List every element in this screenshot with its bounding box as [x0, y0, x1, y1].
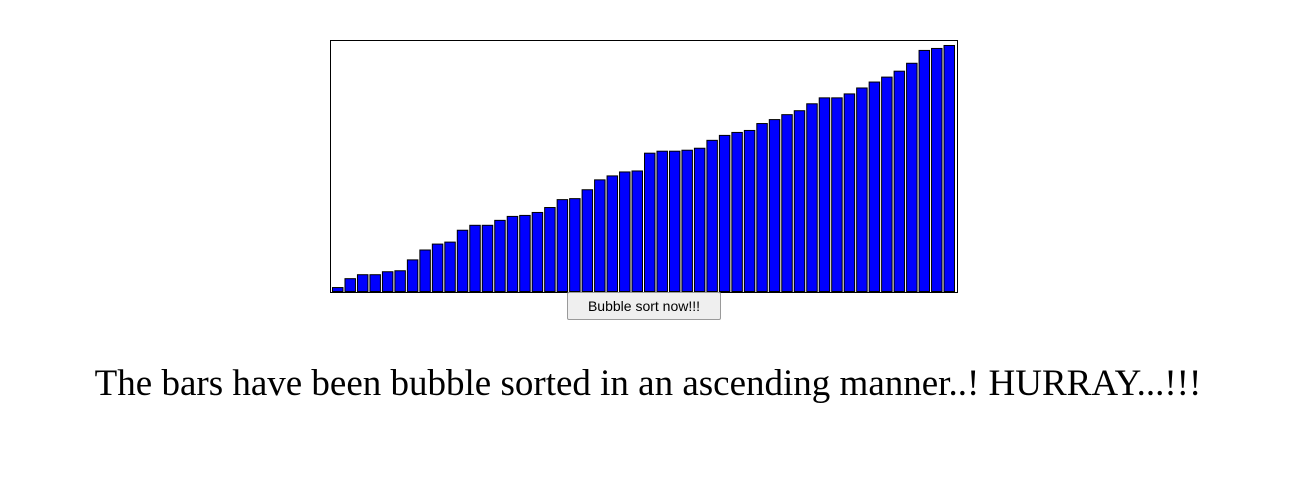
bar-18 — [544, 207, 556, 292]
bar-43 — [856, 87, 868, 292]
bar-46 — [893, 70, 906, 292]
bar-47 — [906, 62, 918, 292]
bar-29 — [681, 149, 693, 292]
bar-30 — [693, 147, 706, 292]
bar-36 — [768, 119, 781, 292]
bar-41 — [831, 97, 843, 292]
bar-45 — [881, 76, 893, 292]
bar-5 — [381, 271, 394, 292]
bar-9 — [431, 243, 444, 292]
bar-35 — [756, 123, 768, 292]
bar-38 — [793, 110, 806, 292]
bar-15 — [506, 215, 519, 292]
bar-28 — [668, 150, 681, 292]
bar-37 — [781, 114, 793, 292]
bar-48 — [918, 49, 931, 292]
bar-23 — [606, 175, 619, 292]
bar-21 — [581, 189, 594, 292]
bubble-sort-button[interactable]: Bubble sort now!!! — [567, 292, 721, 320]
bar-32 — [718, 134, 731, 292]
bar-22 — [594, 179, 606, 292]
bar-34 — [743, 129, 756, 292]
bars-svg — [332, 44, 956, 292]
bar-50 — [943, 44, 956, 292]
bar-8 — [419, 249, 431, 292]
sorted-message: The bars have been bubble sorted in an a… — [94, 363, 1202, 404]
bar-49 — [931, 47, 943, 292]
bar-25 — [631, 170, 643, 292]
bar-1 — [332, 287, 344, 292]
bar-7 — [406, 259, 419, 292]
bar-19 — [556, 199, 569, 292]
bar-33 — [731, 131, 743, 292]
bar-39 — [806, 103, 818, 292]
bar-4 — [369, 274, 381, 292]
bar-42 — [843, 93, 856, 292]
bar-44 — [868, 81, 881, 292]
bar-14 — [494, 219, 506, 292]
bar-31 — [706, 139, 718, 292]
bar-11 — [456, 229, 469, 292]
bar-6 — [394, 270, 406, 292]
bar-3 — [356, 274, 369, 292]
bar-12 — [469, 224, 481, 292]
bar-20 — [569, 198, 581, 292]
bar-16 — [519, 214, 531, 292]
bar-2 — [344, 278, 356, 292]
bar-26 — [644, 152, 656, 292]
bar-10 — [444, 241, 456, 292]
bar-24 — [619, 171, 631, 292]
bar-17 — [531, 211, 544, 292]
bar-13 — [481, 224, 494, 292]
bar-40 — [818, 97, 831, 292]
bar-27 — [656, 150, 668, 292]
bar-chart-canvas — [330, 40, 958, 293]
